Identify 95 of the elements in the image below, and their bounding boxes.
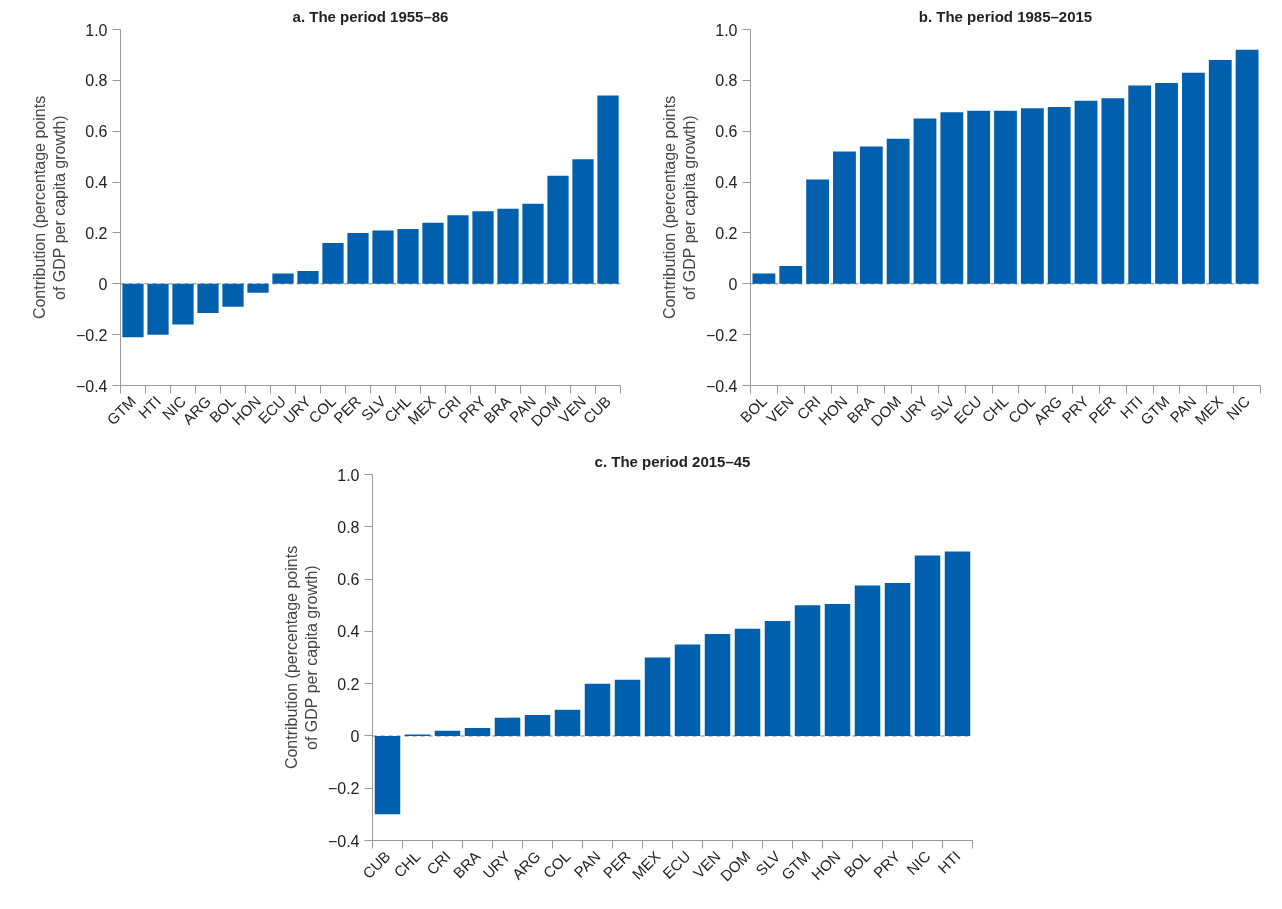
bar bbox=[122, 283, 144, 338]
bar bbox=[824, 603, 851, 736]
bar bbox=[172, 283, 194, 325]
bar bbox=[944, 551, 971, 736]
y-tick-label: 1.0 bbox=[715, 21, 738, 39]
bar bbox=[397, 229, 419, 284]
y-tick-label: 0.4 bbox=[85, 174, 108, 192]
x-tick-label: CHL bbox=[390, 847, 424, 881]
chart-title: a. The period 1955–86 bbox=[292, 7, 449, 25]
y-tick-label: −0.2 bbox=[327, 780, 360, 798]
bar bbox=[833, 151, 856, 284]
chart-title: b. The period 1985–2015 bbox=[918, 7, 1093, 25]
x-tick-label: CRI bbox=[423, 847, 454, 878]
bar bbox=[584, 683, 611, 736]
bar bbox=[374, 735, 401, 815]
bar bbox=[1074, 100, 1098, 284]
bar bbox=[764, 620, 791, 736]
bar bbox=[472, 211, 494, 284]
bar bbox=[913, 118, 937, 284]
bar bbox=[1047, 107, 1071, 284]
y-tick-label: 0.2 bbox=[85, 224, 108, 242]
x-tick-label: SLV bbox=[752, 847, 784, 879]
y-tick-label: 0.8 bbox=[337, 518, 360, 536]
bar bbox=[794, 605, 821, 736]
bar bbox=[1181, 72, 1205, 284]
bar bbox=[854, 585, 881, 736]
bar bbox=[644, 657, 671, 736]
y-tick-label: −0.2 bbox=[705, 326, 738, 344]
bar bbox=[994, 110, 1017, 284]
y-axis-title: Contribution (percentage points of GDP per capita growth) bbox=[30, 95, 68, 320]
bar bbox=[422, 222, 444, 284]
y-axis-title: Contribution (percentage points of GDP per capita growth) bbox=[282, 545, 320, 770]
y-tick-label: 0.6 bbox=[715, 123, 738, 141]
bar bbox=[752, 273, 776, 284]
y-tick-label: −0.4 bbox=[705, 377, 738, 395]
bar bbox=[1208, 60, 1232, 284]
bar bbox=[434, 730, 461, 736]
y-tick-label: 0.6 bbox=[337, 571, 360, 589]
y-axis-title: Contribution (percentage points of GDP per capita growth) bbox=[660, 95, 698, 320]
bar bbox=[347, 232, 369, 284]
bar bbox=[1020, 108, 1044, 284]
y-tick-label: 1.0 bbox=[85, 21, 108, 39]
bar bbox=[1235, 49, 1259, 284]
bar bbox=[614, 679, 641, 736]
y-tick-label: 0.2 bbox=[715, 224, 738, 242]
bar bbox=[222, 283, 244, 307]
bar bbox=[886, 138, 910, 284]
y-tick-label: −0.4 bbox=[75, 377, 108, 395]
x-tick-label: HTI bbox=[934, 847, 964, 877]
bar bbox=[967, 110, 991, 284]
bar bbox=[1101, 98, 1125, 284]
bar bbox=[554, 709, 581, 736]
y-tick-label: 1.0 bbox=[337, 466, 360, 484]
y-tick-label: 0 bbox=[350, 727, 360, 745]
bar bbox=[884, 582, 911, 736]
x-tick-label: COL bbox=[539, 847, 574, 882]
y-tick-label: 0.4 bbox=[337, 623, 360, 641]
bar bbox=[147, 283, 169, 335]
bar bbox=[859, 146, 883, 284]
bar bbox=[734, 628, 761, 736]
y-tick-label: 0.6 bbox=[85, 123, 108, 141]
bar bbox=[272, 273, 294, 284]
bar bbox=[572, 159, 594, 284]
x-tick-label: NIC bbox=[903, 847, 934, 878]
bar bbox=[806, 179, 830, 284]
y-tick-label: 0.2 bbox=[337, 675, 360, 693]
bar bbox=[1128, 85, 1152, 284]
bar bbox=[779, 265, 803, 284]
bar bbox=[597, 95, 619, 284]
bar bbox=[674, 644, 701, 736]
bar bbox=[322, 243, 344, 284]
bar bbox=[522, 203, 544, 284]
bar bbox=[372, 230, 394, 284]
bar bbox=[197, 283, 219, 314]
bar bbox=[447, 215, 469, 284]
bar bbox=[704, 633, 731, 736]
y-tick-label: 0.8 bbox=[85, 72, 108, 90]
bar bbox=[297, 271, 319, 284]
bar bbox=[1155, 82, 1178, 284]
y-tick-label: 0 bbox=[728, 275, 738, 293]
x-tick-label: BOL bbox=[840, 847, 874, 881]
chart-title: c. The period 2015–45 bbox=[594, 452, 751, 470]
y-tick-label: 0.8 bbox=[715, 72, 738, 90]
bar bbox=[547, 175, 569, 284]
y-tick-label: −0.4 bbox=[327, 832, 360, 850]
y-tick-label: 0 bbox=[98, 275, 108, 293]
bar bbox=[524, 715, 551, 736]
y-tick-label: 0.4 bbox=[715, 174, 738, 192]
bar bbox=[914, 555, 941, 736]
bar bbox=[494, 717, 521, 736]
bar bbox=[497, 208, 519, 284]
bar bbox=[247, 283, 269, 293]
bar bbox=[464, 728, 491, 736]
y-tick-label: −0.2 bbox=[75, 326, 108, 344]
bar bbox=[940, 112, 964, 284]
